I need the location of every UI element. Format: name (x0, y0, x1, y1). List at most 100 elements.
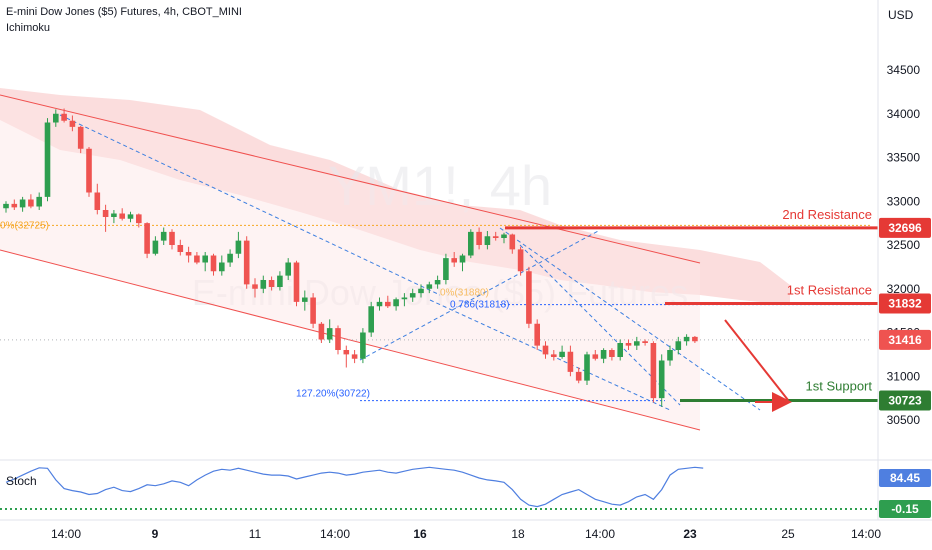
candle-body[interactable] (119, 213, 125, 219)
candle-body[interactable] (260, 280, 267, 289)
fib-dashed-line[interactable] (499, 227, 761, 411)
candle-body[interactable] (36, 196, 42, 207)
fib-dashed-line[interactable] (429, 299, 671, 411)
candle-body[interactable] (69, 120, 76, 127)
candle-body[interactable] (194, 255, 200, 263)
candle-body[interactable] (28, 199, 34, 207)
candle-body[interactable] (393, 299, 399, 307)
candle-body[interactable] (509, 234, 516, 250)
candle-body[interactable] (102, 210, 109, 217)
candle-body[interactable] (692, 336, 698, 342)
candle-body[interactable] (127, 214, 134, 219)
candle-body[interactable] (227, 253, 233, 263)
candle-body[interactable] (484, 236, 491, 245)
stoch-value-box[interactable] (879, 469, 931, 487)
candle-body[interactable] (3, 203, 9, 209)
candle-body[interactable] (144, 223, 150, 254)
candle-body[interactable] (202, 255, 208, 263)
candle-body[interactable] (252, 284, 258, 289)
candle-body[interactable] (302, 297, 308, 302)
candle-body[interactable] (600, 350, 607, 359)
candle-body[interactable] (517, 249, 524, 272)
candle-body[interactable] (675, 341, 682, 350)
candle-body[interactable] (426, 284, 433, 289)
candle-body[interactable] (542, 345, 549, 355)
candle-body[interactable] (667, 350, 673, 361)
candle-body[interactable] (567, 351, 574, 372)
candle-body[interactable] (584, 354, 590, 381)
candle-body[interactable] (476, 231, 482, 245)
candle-body[interactable] (459, 255, 466, 263)
candle-body[interactable] (559, 351, 565, 357)
candle-body[interactable] (243, 240, 250, 285)
candle-body[interactable] (526, 271, 532, 324)
stoch-line[interactable] (5, 466, 704, 508)
candle-body[interactable] (11, 203, 18, 208)
candle-body[interactable] (61, 113, 67, 121)
candle-body[interactable] (642, 341, 648, 343)
candle-body[interactable] (658, 360, 665, 399)
candle-body[interactable] (634, 341, 640, 346)
channel-upper-line[interactable] (0, 94, 701, 264)
fib-dashed-line[interactable] (359, 229, 601, 361)
candle-body[interactable] (443, 258, 449, 280)
candle-body[interactable] (683, 336, 690, 342)
candle-body[interactable] (160, 231, 167, 241)
candle-body[interactable] (86, 148, 92, 193)
candle-body[interactable] (310, 297, 316, 324)
candle-body[interactable] (19, 199, 26, 208)
candle-body[interactable] (468, 231, 474, 256)
candle-body[interactable] (401, 297, 408, 300)
candle-body[interactable] (185, 252, 192, 256)
candle-body[interactable] (609, 350, 615, 357)
candle-body[interactable] (492, 236, 499, 238)
candle-body[interactable] (385, 301, 391, 307)
candle-body[interactable] (451, 258, 457, 263)
candle-body[interactable] (551, 354, 557, 357)
resistance-1-value-box[interactable] (879, 293, 931, 314)
candle-body[interactable] (293, 262, 300, 302)
support-1-value-box[interactable] (879, 390, 931, 411)
candle-body[interactable] (219, 262, 225, 272)
candle-body[interactable] (360, 332, 366, 359)
fib-dashed-line[interactable] (519, 244, 681, 406)
candle-body[interactable] (326, 328, 333, 340)
candle-body[interactable] (617, 343, 623, 357)
candle-body[interactable] (152, 240, 159, 254)
last-price-value-box[interactable] (879, 329, 931, 350)
candle-body[interactable] (318, 323, 325, 340)
candle-body[interactable] (77, 126, 84, 149)
channel-lower-line[interactable] (0, 249, 701, 431)
candle-body[interactable] (94, 192, 101, 211)
candle-body[interactable] (285, 262, 291, 276)
candle-body[interactable] (210, 255, 217, 272)
candle-body[interactable] (136, 214, 142, 224)
candle-body[interactable] (235, 240, 242, 254)
candle-body[interactable] (625, 343, 632, 346)
candle-body[interactable] (277, 275, 283, 287)
fib-dashed-line[interactable] (59, 114, 441, 296)
candle-body[interactable] (44, 122, 51, 197)
candle-body[interactable] (501, 234, 507, 239)
candle-body[interactable] (268, 280, 275, 287)
candle-body[interactable] (592, 354, 599, 359)
candle-body[interactable] (534, 323, 540, 346)
resistance-2-value-box[interactable] (879, 217, 931, 238)
candle-body[interactable] (650, 343, 657, 399)
candle-body[interactable] (343, 350, 350, 355)
candle-body[interactable] (418, 288, 424, 294)
candle-body[interactable] (111, 213, 117, 218)
candle-body[interactable] (376, 301, 383, 307)
candle-body[interactable] (434, 280, 441, 285)
candle-body[interactable] (169, 231, 175, 245)
candle-body[interactable] (409, 293, 416, 298)
candle-body[interactable] (351, 354, 358, 359)
candle-body[interactable] (53, 113, 59, 123)
stoch-zero-box[interactable] (879, 500, 931, 518)
candle-body[interactable] (575, 371, 582, 381)
candle-body[interactable] (368, 306, 374, 333)
currency-label[interactable]: USD (888, 8, 914, 22)
candle-body[interactable] (177, 245, 184, 252)
candle-body[interactable] (335, 328, 341, 350)
